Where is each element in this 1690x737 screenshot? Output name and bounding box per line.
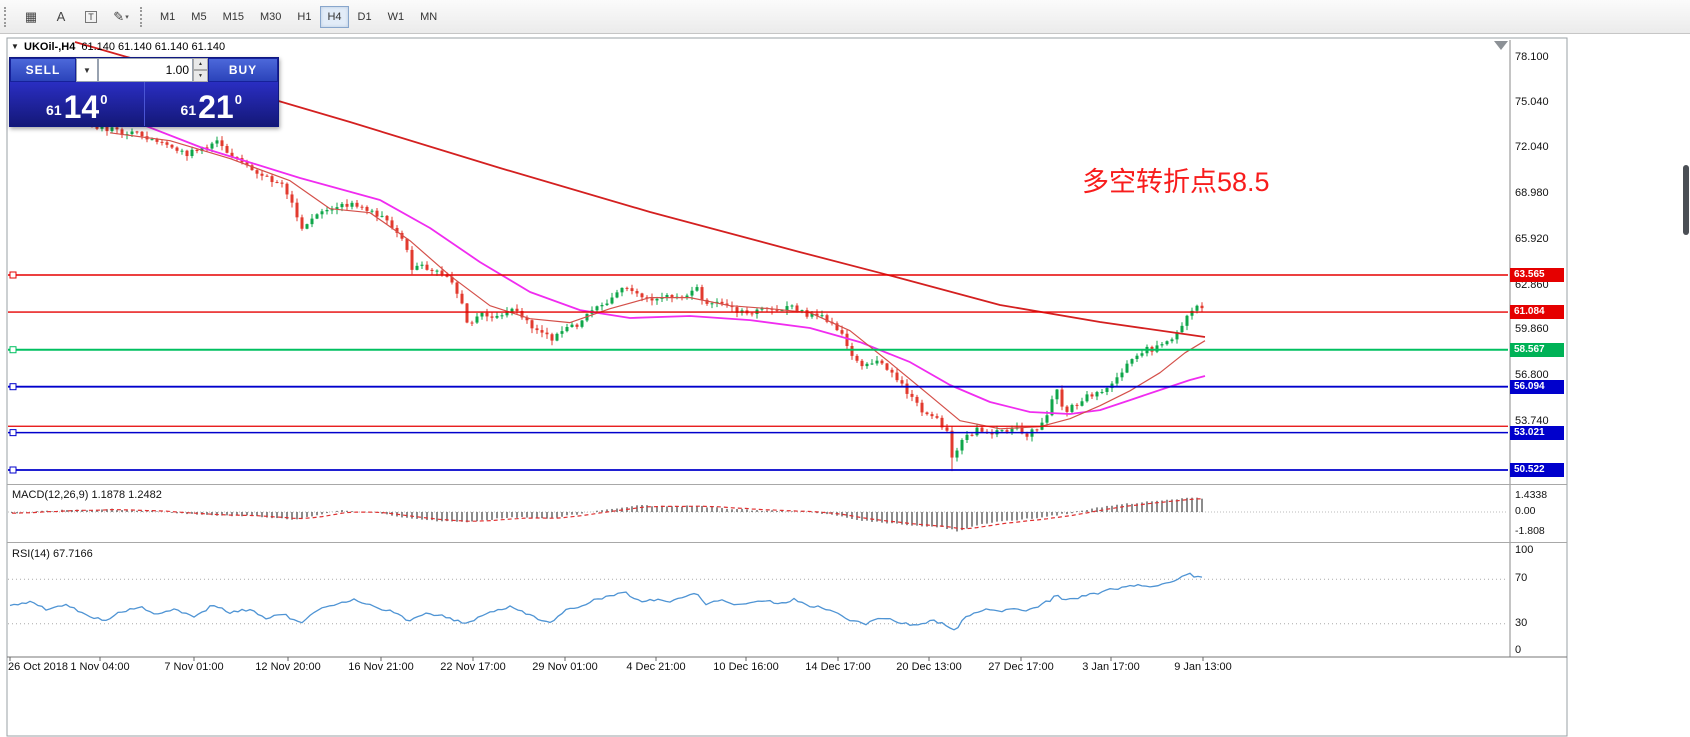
rsi-axis-label: 70 <box>1515 572 1528 585</box>
time-axis-label: 12 Nov 20:00 <box>255 661 321 673</box>
time-axis-label: 4 Dec 21:00 <box>626 661 686 673</box>
time-axis-label: 14 Dec 17:00 <box>805 661 871 673</box>
time-axis-label: 22 Nov 17:00 <box>440 661 506 673</box>
one-click-trading-panel: SELL ▼ ▲ ▼ BUY 61 14 0 61 21 0 <box>9 57 279 127</box>
timeframe-MN[interactable]: MN <box>413 6 444 28</box>
levels-layer <box>8 271 1508 474</box>
trade-prices-row: 61 14 0 61 21 0 <box>10 82 278 126</box>
timeframe-D1[interactable]: D1 <box>351 6 379 28</box>
time-axis-label: 3 Jan 17:00 <box>1082 661 1140 673</box>
sell-price-display[interactable]: 61 14 0 <box>10 82 144 126</box>
price-axis-label: 53.740 <box>1515 414 1549 427</box>
mid-ma <box>109 111 1206 415</box>
macd-axis-label: -1.808 <box>1515 525 1545 538</box>
time-axis-label: 20 Dec 13:00 <box>896 661 962 673</box>
timeframe-M15[interactable]: M15 <box>216 6 251 28</box>
price-level-tag: 58.567 <box>1510 342 1564 357</box>
drawing-tools-icon: ✎ <box>113 8 125 24</box>
chart-grid-icon[interactable]: ▦ <box>17 5 45 29</box>
macd-indicator-label: MACD(12,26,9) 1.1878 1.2482 <box>12 489 162 501</box>
buy-button[interactable]: BUY <box>208 58 278 82</box>
rsi-axis-label: 0 <box>1515 644 1522 656</box>
timeframe-M30[interactable]: M30 <box>253 6 288 28</box>
macd-signal-line <box>11 498 1202 530</box>
rsi-axis-label: 30 <box>1515 616 1528 629</box>
sell-price-prefix: 61 <box>46 102 62 118</box>
symbol-period-label: UKOil-,H4 <box>24 41 76 53</box>
chart-annotation-text: 多空转折点58.5 <box>1082 167 1270 197</box>
fast-ma <box>109 132 1206 430</box>
buy-price-display[interactable]: 61 21 0 <box>143 82 279 126</box>
price-level-tag: 50.522 <box>1510 462 1564 477</box>
buy-price-pip: 0 <box>234 92 242 107</box>
toolbar-grip-icon[interactable] <box>140 6 148 27</box>
text-annotation-icon: A <box>56 9 66 24</box>
timeframe-M5[interactable]: M5 <box>184 6 213 28</box>
time-axis-label: 9 Jan 13:00 <box>1174 661 1232 673</box>
price-axis-label: 56.800 <box>1515 369 1549 382</box>
time-axis-label: 7 Nov 01:00 <box>164 661 224 673</box>
top-toolbar: ▦ A T ✎ ▾ M1 M5 M15 M30 H1 H4 D1 W1 MN <box>0 0 1690 34</box>
timeframe-H4[interactable]: H4 <box>320 5 349 28</box>
chevron-down-icon: ▾ <box>125 13 129 21</box>
price-axis-label: 78.100 <box>1515 50 1549 63</box>
price-axis-label: 75.040 <box>1515 96 1549 109</box>
time-axis-label: 29 Nov 01:00 <box>532 661 598 673</box>
window-right-gutter <box>1568 38 1690 737</box>
time-axis-label: 27 Dec 17:00 <box>988 661 1054 673</box>
chart-title: UKOil-,H4 61.140 61.140 61.140 61.140 <box>24 41 225 53</box>
sell-button[interactable]: SELL <box>10 58 76 82</box>
sell-price-pip: 0 <box>100 92 108 107</box>
volume-spinner: ▲ ▼ <box>193 58 208 82</box>
vertical-scrollbar-thumb[interactable] <box>1683 165 1689 235</box>
rsi-layer <box>8 572 1508 631</box>
macd-axis-label: 0.00 <box>1515 505 1536 517</box>
timeframes-toolbar: M1 M5 M15 M30 H1 H4 D1 W1 MN <box>152 5 445 28</box>
drawing-tools-icon[interactable]: ✎ ▾ <box>107 5 135 29</box>
buy-price-prefix: 61 <box>180 102 197 118</box>
chart-shift-marker-icon <box>1494 41 1508 50</box>
time-axis-label: 16 Nov 21:00 <box>348 661 414 673</box>
text-annotation-icon[interactable]: A <box>47 5 75 29</box>
price-level-tag: 56.094 <box>1510 379 1564 394</box>
price-axis-label: 65.920 <box>1515 232 1549 245</box>
price-axis-label: 68.980 <box>1515 187 1549 200</box>
price-level-tag: 63.565 <box>1510 268 1564 282</box>
trade-controls-row: SELL ▼ ▲ ▼ BUY <box>10 58 278 82</box>
price-axis-label: 59.860 <box>1515 323 1549 336</box>
time-axis-label: 1 Nov 04:00 <box>70 661 130 673</box>
volume-decrease-icon[interactable]: ▼ <box>193 70 208 82</box>
toolbar-grip-icon[interactable] <box>4 6 12 27</box>
rsi-axis-label: 100 <box>1515 544 1534 556</box>
price-level-tag: 53.021 <box>1510 425 1564 440</box>
timeframe-M1[interactable]: M1 <box>153 6 182 28</box>
text-box-icon[interactable]: T <box>77 5 105 29</box>
sell-price-main: 14 <box>63 89 100 125</box>
rsi-line <box>9 572 1203 631</box>
volume-input[interactable] <box>98 58 193 82</box>
one-click-collapse-icon[interactable]: ▼ <box>11 42 19 51</box>
price-level-tag: 61.084 <box>1510 305 1564 320</box>
chart-grid-icon: ▦ <box>24 8 38 24</box>
timeframe-W1[interactable]: W1 <box>381 6 412 28</box>
ohlc-values-label: 61.140 61.140 61.140 61.140 <box>81 41 226 53</box>
volume-increase-icon[interactable]: ▲ <box>193 58 208 70</box>
line-studies-toolbar: ▦ A T ✎ ▾ <box>16 5 136 29</box>
price-axis-label: 72.040 <box>1515 141 1549 154</box>
buy-price-main: 21 <box>198 89 234 125</box>
text-box-icon: T <box>85 10 97 23</box>
time-axis-label: 10 Dec 16:00 <box>713 661 779 673</box>
macd-layer <box>8 497 1508 532</box>
volume-dropdown-icon[interactable]: ▼ <box>76 58 98 82</box>
rsi-indicator-label: RSI(14) 67.7166 <box>12 548 93 560</box>
macd-axis-label: 1.4338 <box>1515 488 1548 501</box>
time-axis-label: 26 Oct 2018 <box>8 661 68 673</box>
timeframe-H1[interactable]: H1 <box>290 6 318 28</box>
